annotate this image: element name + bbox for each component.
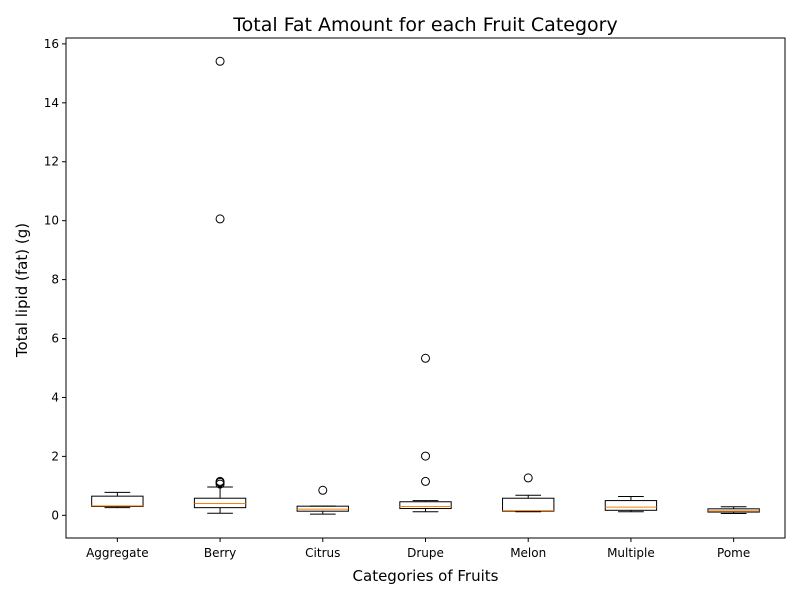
x-tick-label: Berry xyxy=(204,546,236,560)
outlier-point xyxy=(421,353,430,363)
iqr-box xyxy=(399,501,452,510)
outlier-point xyxy=(215,476,225,486)
x-tick-label: Citrus xyxy=(305,546,340,560)
outlier-point xyxy=(421,476,430,486)
plot-area xyxy=(91,56,760,515)
box-pome xyxy=(707,506,760,515)
box-multiple xyxy=(604,495,658,513)
iqr-box xyxy=(604,500,658,511)
x-axis-label: Categories of Fruits xyxy=(353,567,499,585)
x-tick-label: Pome xyxy=(717,546,750,560)
box-aggregate xyxy=(91,491,144,509)
y-tick-label: 14 xyxy=(44,96,59,110)
y-tick-label: 2 xyxy=(51,449,59,463)
y-tick-label: 4 xyxy=(51,390,59,404)
outlier-point xyxy=(215,56,225,66)
y-axis-label: Total lipid (fat) (g) xyxy=(13,223,31,358)
x-tick-label: Drupe xyxy=(407,546,444,560)
y-tick-label: 10 xyxy=(44,214,59,228)
box-melon xyxy=(502,473,555,513)
box-drupe xyxy=(399,353,452,513)
iqr-box xyxy=(193,497,247,509)
y-tick-label: 0 xyxy=(51,508,59,522)
outlier-point xyxy=(523,473,533,483)
y-tick-label: 12 xyxy=(44,155,59,169)
chart-title: Total Fat Amount for each Fruit Category xyxy=(232,14,617,36)
outlier-point xyxy=(318,485,328,495)
outlier-point xyxy=(215,214,225,224)
iqr-box xyxy=(502,497,555,512)
plot-frame xyxy=(65,37,786,539)
box-berry xyxy=(193,56,247,514)
y-tick-label: 6 xyxy=(51,332,59,346)
y-tick-label: 8 xyxy=(51,273,59,287)
x-tick-label: Aggregate xyxy=(86,546,149,560)
outlier-point xyxy=(421,451,430,461)
x-tick-label: Melon xyxy=(510,546,546,560)
box-citrus xyxy=(296,485,349,515)
y-tick-label: 16 xyxy=(44,37,59,51)
iqr-box xyxy=(91,495,144,507)
x-tick-label: Multiple xyxy=(607,546,655,560)
